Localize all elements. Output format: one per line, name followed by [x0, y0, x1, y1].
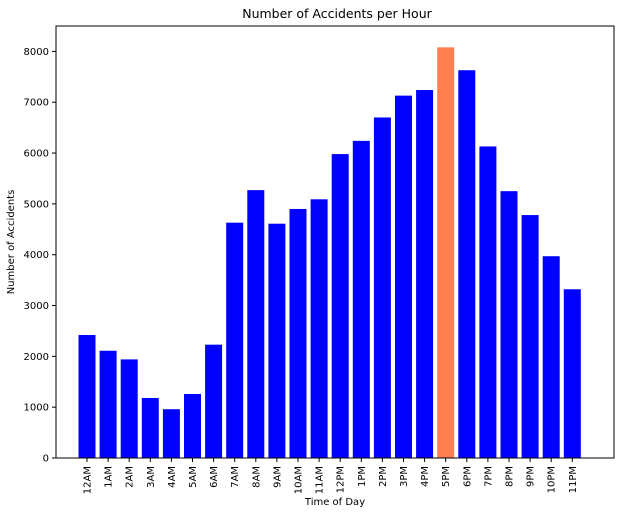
x-tick-label: 2PM: [378, 466, 389, 487]
x-tick-label: 8PM: [505, 466, 516, 487]
bar-10am: [289, 208, 307, 458]
y-tick-label: 6000: [24, 149, 49, 160]
y-tick-label: 5000: [24, 199, 49, 210]
bar-6am: [205, 344, 223, 458]
x-tick-label: 12PM: [336, 466, 347, 493]
bar-12am: [78, 335, 96, 458]
x-tick-label: 11AM: [315, 466, 326, 494]
bar-1am: [99, 350, 117, 458]
bar-7am: [226, 222, 244, 458]
y-tick-label: 8000: [24, 47, 49, 58]
x-tick-label: 1AM: [104, 466, 115, 488]
x-tick-label: 2AM: [125, 466, 136, 488]
y-tick-label: 1000: [24, 403, 49, 414]
bar-3am: [141, 398, 159, 458]
x-tick-label: 9PM: [526, 466, 537, 487]
plot-frame: [55, 25, 615, 459]
y-axis-label: Number of Accidents: [6, 190, 17, 295]
x-tick-label: 9AM: [272, 466, 283, 488]
y-tick-label: 3000: [24, 301, 49, 312]
x-tick-label: 10AM: [294, 466, 305, 494]
y-axis: 0 1000 2000 3000 4000 5000 6000 7000 8000: [24, 47, 56, 465]
chart-title: Number of Accidents per Hour: [242, 6, 432, 21]
y-tick-label: 4000: [24, 250, 49, 261]
bar-11pm: [563, 289, 581, 458]
bar-11am: [310, 199, 328, 459]
x-tick-label: 1PM: [357, 466, 368, 487]
bar-9pm: [521, 215, 539, 458]
x-tick-label: 7AM: [230, 466, 241, 488]
bar-5am: [184, 393, 201, 458]
bar-3pm: [395, 95, 412, 458]
bar-6pm: [458, 70, 476, 459]
x-tick-label: 3AM: [146, 466, 157, 488]
bar-4pm: [416, 90, 434, 458]
x-tick-label: 11PM: [568, 466, 579, 493]
x-tick-label: 6AM: [209, 466, 220, 488]
bar-7pm: [479, 146, 497, 458]
x-axis: 12AM 1AM 2AM 3AM 4AM 5AM 6AM 7AM 8AM 9AM 10AM 11AM 1…: [83, 458, 579, 494]
bar-12pm: [331, 154, 349, 458]
bar-8am: [247, 190, 265, 458]
y-tick-label: 0: [43, 454, 49, 465]
x-tick-label: 8AM: [251, 466, 262, 488]
x-tick-label: 4PM: [420, 466, 431, 487]
bar-9am: [268, 223, 286, 458]
x-tick-label: 4AM: [167, 466, 178, 488]
bar-2pm: [373, 117, 391, 458]
x-tick-label: 12AM: [83, 466, 94, 494]
bar-1pm: [352, 140, 370, 458]
y-tick-label: 2000: [24, 352, 49, 363]
bar-4am: [162, 409, 180, 458]
x-axis-label: Time of Day: [304, 497, 365, 508]
bar-8pm: [500, 191, 518, 459]
bar-2am: [120, 359, 138, 458]
x-tick-label: 7PM: [483, 466, 494, 487]
bar-10pm: [542, 256, 560, 458]
x-tick-label: 3PM: [399, 466, 410, 487]
bar-5pm: [437, 47, 455, 458]
x-tick-label: 5PM: [441, 466, 452, 487]
x-tick-label: 10PM: [547, 466, 558, 493]
y-tick-label: 7000: [24, 98, 49, 109]
bars: [78, 47, 581, 459]
x-tick-label: 6PM: [462, 466, 473, 487]
x-tick-label: 5AM: [188, 466, 199, 488]
